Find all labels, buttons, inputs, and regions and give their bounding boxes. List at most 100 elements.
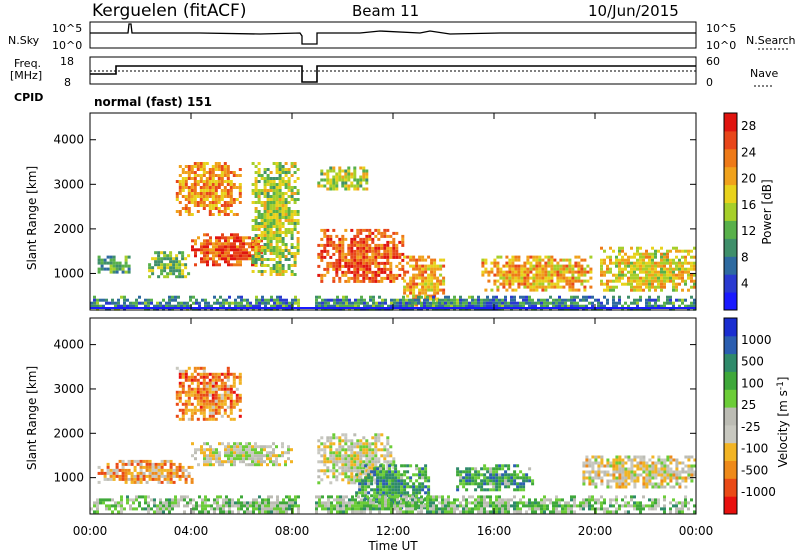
power-data-cell — [284, 210, 288, 213]
vel-data-cell — [336, 498, 339, 502]
power-data-cell — [208, 192, 212, 195]
power-data-cell — [109, 264, 113, 268]
vel-data-cell — [418, 491, 422, 495]
power-data-cell — [577, 261, 581, 265]
power-data-cell — [169, 260, 173, 264]
vel-data-cell — [245, 463, 248, 467]
power-data-cell — [544, 261, 548, 265]
power-colorbar-segment — [724, 166, 737, 186]
vel-data-cell — [345, 504, 348, 508]
power-data-cell — [627, 276, 630, 280]
power-data-cell — [233, 251, 236, 255]
power-data-cell — [126, 298, 129, 302]
power-data-cell — [266, 174, 270, 177]
power-data-cell — [495, 304, 498, 308]
power-data-cell — [633, 255, 636, 259]
vel-data-cell — [377, 448, 381, 452]
power-data-cell — [377, 243, 381, 247]
power-data-cell — [359, 249, 363, 253]
power-data-cell — [574, 255, 578, 259]
power-data-cell — [165, 304, 168, 308]
vel-data-cell — [412, 485, 416, 489]
vel-data-cell — [270, 495, 273, 499]
power-data-cell — [421, 291, 425, 295]
vel-data-cell — [226, 366, 230, 370]
vel-data-cell — [374, 436, 378, 440]
vel-data-cell — [217, 393, 221, 397]
vel-data-cell — [450, 504, 453, 508]
power-data-cell — [531, 307, 534, 311]
power-data-cell — [251, 258, 255, 261]
power-data-cell — [353, 249, 357, 253]
power-data-cell — [603, 304, 606, 308]
vel-data-cell — [212, 463, 215, 467]
power-data-cell — [213, 301, 216, 305]
power-data-cell — [409, 282, 413, 286]
vel-data-cell — [130, 462, 134, 466]
vel-data-cell — [392, 466, 396, 470]
vel-data-cell — [341, 466, 345, 470]
power-data-cell — [217, 186, 221, 189]
vel-data-cell — [347, 481, 351, 485]
vel-data-cell — [194, 451, 197, 455]
power-data-cell — [648, 295, 651, 299]
vel-data-cell — [190, 372, 194, 376]
vel-data-cell — [486, 482, 490, 486]
power-data-cell — [211, 204, 215, 207]
vel-data-cell — [402, 504, 405, 508]
power-data-cell — [272, 210, 276, 213]
power-data-cell — [675, 282, 678, 286]
power-data-cell — [615, 304, 618, 308]
power-data-cell — [487, 273, 491, 277]
vel-data-cell — [249, 501, 252, 505]
vel-data-cell — [120, 495, 123, 499]
power-data-cell — [226, 213, 230, 216]
vel-data-cell — [385, 485, 389, 489]
power-data-cell — [429, 301, 432, 305]
power-data-cell — [380, 234, 384, 238]
vel-data-cell — [465, 488, 469, 492]
power-data-cell — [532, 276, 536, 280]
power-data-cell — [471, 298, 474, 302]
vel-data-cell — [184, 411, 188, 415]
power-data-cell — [618, 270, 621, 274]
vel-data-cell — [278, 454, 281, 458]
vel-data-cell — [348, 504, 351, 508]
power-data-cell — [327, 307, 330, 311]
power-data-cell — [263, 192, 267, 195]
vel-data-cell — [206, 454, 209, 458]
power-data-cell — [654, 279, 657, 283]
vel-data-cell — [168, 498, 171, 502]
vel-data-cell — [356, 439, 360, 443]
power-data-cell — [228, 307, 231, 311]
power-data-cell — [433, 261, 437, 265]
power-data-cell — [341, 258, 345, 262]
power-data-cell — [453, 298, 456, 302]
power-data-cell — [269, 270, 273, 273]
vel-data-cell — [288, 507, 291, 511]
power-data-cell — [540, 298, 543, 302]
power-data-cell — [272, 177, 276, 180]
power-data-cell — [380, 276, 384, 280]
power-data-cell — [242, 236, 245, 240]
vel-data-cell — [211, 417, 215, 421]
power-data-cell — [254, 228, 258, 231]
vel-data-cell — [378, 510, 381, 514]
power-data-cell — [583, 288, 587, 292]
vel-data-cell — [378, 504, 381, 508]
power-data-cell — [642, 261, 645, 265]
power-data-cell — [353, 258, 357, 262]
power-data-cell — [175, 198, 179, 201]
power-data-cell — [514, 264, 518, 268]
power-data-cell — [651, 255, 654, 259]
vel-data-cell — [269, 457, 272, 461]
power-data-cell — [433, 282, 437, 286]
vel-data-cell — [238, 375, 242, 379]
vel-data-cell — [378, 507, 381, 511]
power-data-cell — [333, 301, 336, 305]
power-data-cell — [287, 222, 291, 225]
vel-data-cell — [412, 491, 416, 495]
power-data-cell — [693, 298, 696, 302]
power-data-cell — [287, 249, 291, 252]
